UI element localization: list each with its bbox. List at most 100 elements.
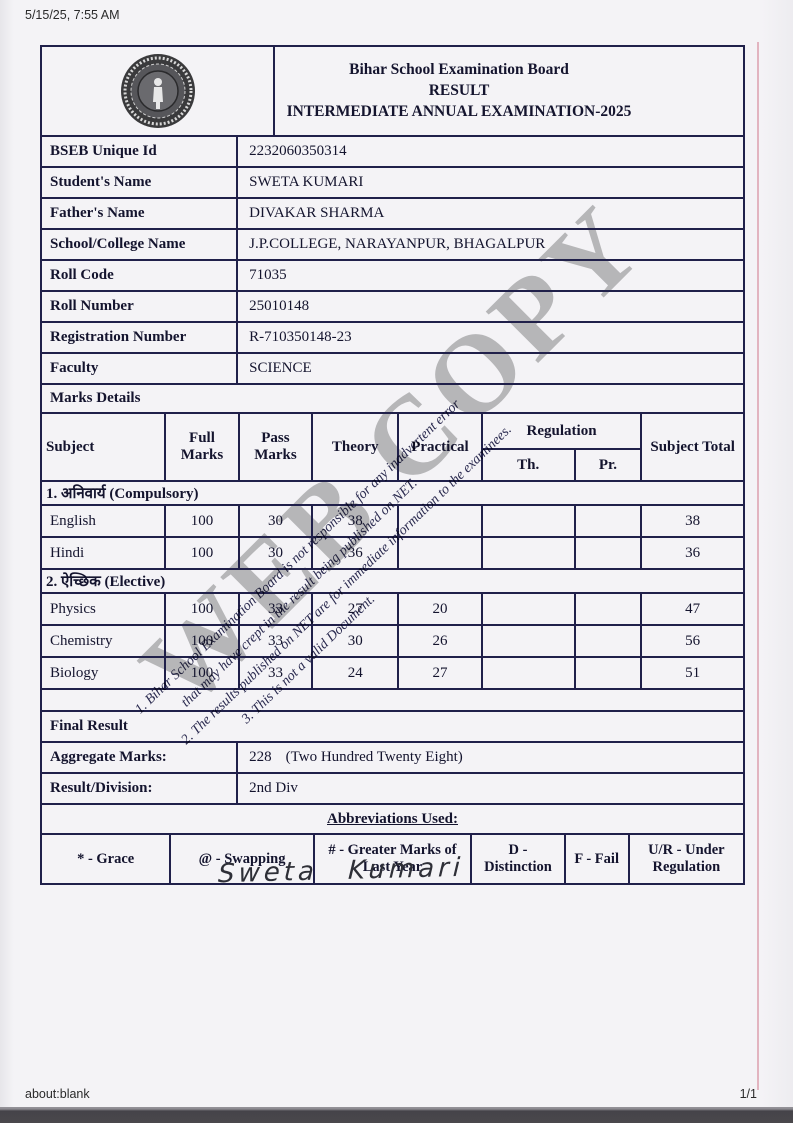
table-row: Student's Name SWETA KUMARI — [39, 166, 745, 199]
final-result-table: Final Result Aggregate Marks: 228 (Two Hu… — [39, 710, 745, 805]
pass-marks-cell: 33 — [237, 656, 314, 690]
table-row: * - Grace @ - Swapping # - Greater Marks… — [39, 833, 746, 885]
field-value: 2232060350314 — [236, 135, 745, 168]
regulation-th-cell — [480, 504, 576, 538]
subject-cell: Chemistry — [39, 624, 167, 658]
full-marks-cell: 100 — [164, 656, 240, 690]
subject-cell: Biology — [39, 656, 167, 690]
abbreviation-cell: * - Grace — [39, 833, 172, 885]
field-value: J.P.COLLEGE, NARAYANPUR, BHAGALPUR — [236, 228, 745, 261]
regulation-header: Regulation — [480, 412, 643, 450]
pass-marks-header: Pass Marks — [237, 412, 314, 482]
regulation-pr-cell — [573, 592, 643, 626]
theory-cell: 24 — [311, 656, 400, 690]
abbreviation-cell: # - Greater Marks of Last Year — [312, 833, 473, 885]
field-value: 25010148 — [236, 290, 745, 323]
full-marks-header: Full Marks — [164, 412, 240, 482]
marks-table: Subject Full Marks Pass Marks Theory Pra… — [39, 412, 745, 690]
table-row: Roll Number 25010148 — [39, 290, 745, 323]
field-label: BSEB Unique Id — [39, 135, 239, 168]
full-marks-cell: 100 — [164, 504, 240, 538]
bseb-seal-logo — [120, 54, 195, 128]
field-value: R-710350148-23 — [236, 321, 745, 354]
abbreviations-title-cell: Abbreviations Used: — [40, 803, 745, 835]
table-row: Chemistry 100 33 30 26 56 — [39, 624, 745, 658]
student-info-table: BSEB Unique Id 2232060350314 Student's N… — [39, 135, 745, 385]
regulation-th-cell — [480, 656, 576, 690]
practical-cell: 20 — [397, 592, 483, 626]
table-header-row: Th. Pr. — [41, 448, 744, 482]
regulation-th-cell — [480, 624, 576, 658]
subject-cell: Hindi — [39, 536, 167, 570]
field-value: SCIENCE — [236, 352, 745, 385]
full-marks-cell: 100 — [164, 624, 240, 658]
pass-marks-cell: 30 — [237, 504, 314, 538]
table-row: Roll Code 71035 — [39, 259, 745, 292]
abbreviations-table: * - Grace @ - Swapping # - Greater Marks… — [39, 833, 746, 885]
full-marks-cell: 100 — [164, 592, 240, 626]
field-label: Roll Number — [39, 290, 239, 323]
practical-header: Practical — [397, 412, 483, 482]
marks-details-label: Marks Details — [40, 383, 745, 414]
regulation-pr-cell — [573, 624, 643, 658]
field-value: SWETA KUMARI — [236, 166, 745, 199]
field-value: DIVAKAR SHARMA — [236, 197, 745, 230]
result-line: RESULT — [428, 82, 490, 99]
pass-marks-cell: 30 — [237, 536, 314, 570]
marks-details-row: Marks Details — [40, 383, 745, 414]
practical-cell — [397, 536, 483, 570]
scan-artifact-line — [757, 42, 759, 1090]
subject-total-header: Subject Total — [640, 412, 745, 482]
subject-total-cell: 51 — [640, 656, 745, 690]
abbreviation-cell: U/R - Under Regulation — [627, 833, 746, 885]
theory-cell: 30 — [311, 624, 400, 658]
result-division-label: Result/Division: — [39, 772, 239, 805]
section-title-compulsory: 1. अनिवार्य (Compulsory) — [40, 480, 745, 506]
table-row: BSEB Unique Id 2232060350314 — [39, 135, 745, 168]
table-row: Father's Name DIVAKAR SHARMA — [39, 197, 745, 230]
theory-cell: 27 — [311, 592, 400, 626]
field-label: Roll Code — [39, 259, 239, 292]
pass-marks-cell: 33 — [237, 624, 314, 658]
abbreviation-cell: @ - Swapping — [169, 833, 315, 885]
subject-total-cell: 47 — [640, 592, 745, 626]
regulation-pr-cell — [573, 536, 643, 570]
aggregate-marks-value: 228 (Two Hundred Twenty Eight) — [236, 741, 745, 774]
table-row: Aggregate Marks: 228 (Two Hundred Twenty … — [39, 741, 745, 774]
regulation-pr-cell — [573, 504, 643, 538]
regulation-th-header: Th. — [480, 448, 576, 482]
final-result-label: Final Result — [40, 710, 745, 743]
practical-cell: 26 — [397, 624, 483, 658]
logo-cell — [42, 47, 275, 135]
aggregate-marks-label: Aggregate Marks: — [39, 741, 239, 774]
print-datetime: 5/15/25, 7:55 AM — [25, 8, 120, 22]
subject-cell: English — [39, 504, 167, 538]
theory-cell: 38 — [311, 504, 400, 538]
pass-marks-cell: 33 — [237, 592, 314, 626]
regulation-th-cell — [480, 536, 576, 570]
subject-cell: Physics — [39, 592, 167, 626]
table-row: Faculty SCIENCE — [39, 352, 745, 385]
field-value: 71035 — [236, 259, 745, 292]
table-row: Final Result — [40, 710, 745, 743]
table-row: Result/Division: 2nd Div — [39, 772, 745, 805]
field-label: Registration Number — [39, 321, 239, 354]
section-row: 1. अनिवार्य (Compulsory) — [40, 480, 745, 506]
footer-page-number: 1/1 — [739, 1087, 757, 1101]
practical-cell: 27 — [397, 656, 483, 690]
theory-cell: 36 — [311, 536, 400, 570]
regulation-pr-cell — [573, 656, 643, 690]
result-document: Bihar School Examination Board RESULT IN… — [39, 45, 746, 885]
field-label: Student's Name — [39, 166, 239, 199]
document-title: Bihar School Examination Board RESULT IN… — [275, 47, 743, 135]
document-header: Bihar School Examination Board RESULT IN… — [40, 45, 745, 137]
field-label: Father's Name — [39, 197, 239, 230]
table-row: Physics 100 33 27 20 47 — [39, 592, 745, 626]
section-row: 2. ऐच्छिक (Elective) — [40, 568, 745, 594]
subject-total-cell: 36 — [640, 536, 745, 570]
abbreviation-cell: D - Distinction — [470, 833, 566, 885]
footer-url: about:blank — [25, 1087, 90, 1101]
table-row: School/College Name J.P.COLLEGE, NARAYAN… — [39, 228, 745, 261]
exam-line: INTERMEDIATE ANNUAL EXAMINATION-2025 — [286, 103, 632, 120]
table-row: Hindi 100 30 36 36 — [39, 536, 745, 570]
